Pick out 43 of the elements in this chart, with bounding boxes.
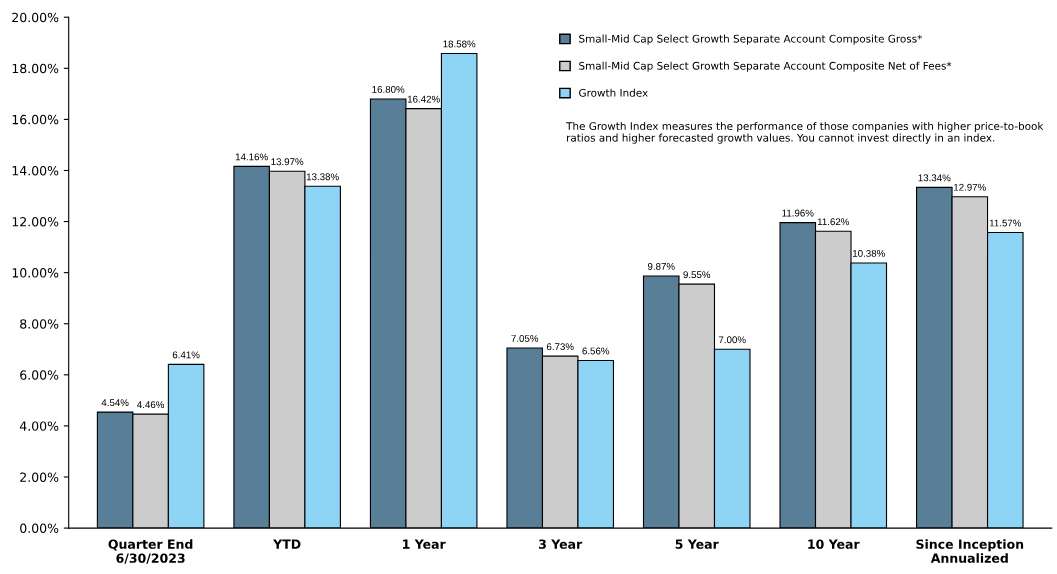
annotation: The Growth Index measures the performance of those companies with higher price-to-book ratios and higher forecasted growth values. You cannot invest directly in an index.: [566, 121, 1044, 144]
y-tick-label: 20.00%: [12, 12, 59, 23]
x-tick-label: 10 Year: [808, 539, 860, 549]
data-label: 7.00%: [718, 336, 746, 344]
data-label: 11.62%: [817, 218, 850, 226]
data-label: 9.87%: [647, 263, 675, 270]
data-label: 18.58%: [443, 40, 476, 48]
x-tick-label: Quarter End 6/30/2023: [108, 539, 193, 564]
y-tick-label: 8.00%: [20, 319, 59, 329]
x-tick-label: Since Inception Annualized: [916, 539, 1024, 563]
legend-label: Small-Mid Cap Select Growth Separate Account Composite Net of Fees*: [579, 61, 952, 72]
legend-label: Growth Index: [579, 88, 648, 97]
y-tick-label: 0.00%: [20, 523, 59, 534]
data-label: 6.41%: [172, 351, 200, 359]
data-label: 11.96%: [782, 209, 814, 217]
data-label: 9.55%: [683, 271, 711, 279]
data-label: 13.38%: [306, 173, 339, 181]
data-label: 13.34%: [918, 174, 951, 182]
y-tick-label: 18.00%: [12, 63, 59, 74]
data-label: 13.97%: [271, 158, 304, 166]
y-tick-label: 12.00%: [12, 217, 59, 227]
data-label: 4.46%: [137, 401, 165, 409]
data-label: 16.80%: [372, 85, 405, 93]
legend-label: Small-Mid Cap Select Growth Separate Account Composite Gross*: [579, 34, 923, 45]
y-tick-label: 16.00%: [12, 114, 59, 125]
x-tick-label: 3 Year: [539, 539, 583, 549]
y-tick-label: 14.00%: [12, 165, 59, 176]
x-tick-label: 5 Year: [675, 539, 719, 549]
data-label: 6.73%: [546, 343, 574, 351]
data-label: 6.56%: [582, 347, 610, 355]
data-label: 7.05%: [511, 335, 539, 342]
x-tick-label: YTD: [273, 539, 301, 549]
data-label: 16.42%: [407, 95, 440, 103]
y-tick-label: 6.00%: [20, 370, 59, 380]
y-tick-label: 10.00%: [12, 268, 59, 278]
data-label: 12.97%: [954, 183, 986, 191]
y-tick-label: 2.00%: [20, 472, 59, 482]
y-tick-label: 4.00%: [19, 421, 59, 431]
data-label: 10.38%: [853, 249, 885, 257]
data-label: 14.16%: [235, 153, 268, 161]
data-label: 4.54%: [101, 399, 129, 407]
data-label: 11.57%: [989, 219, 1022, 227]
x-tick-label: 1 Year: [403, 539, 446, 549]
